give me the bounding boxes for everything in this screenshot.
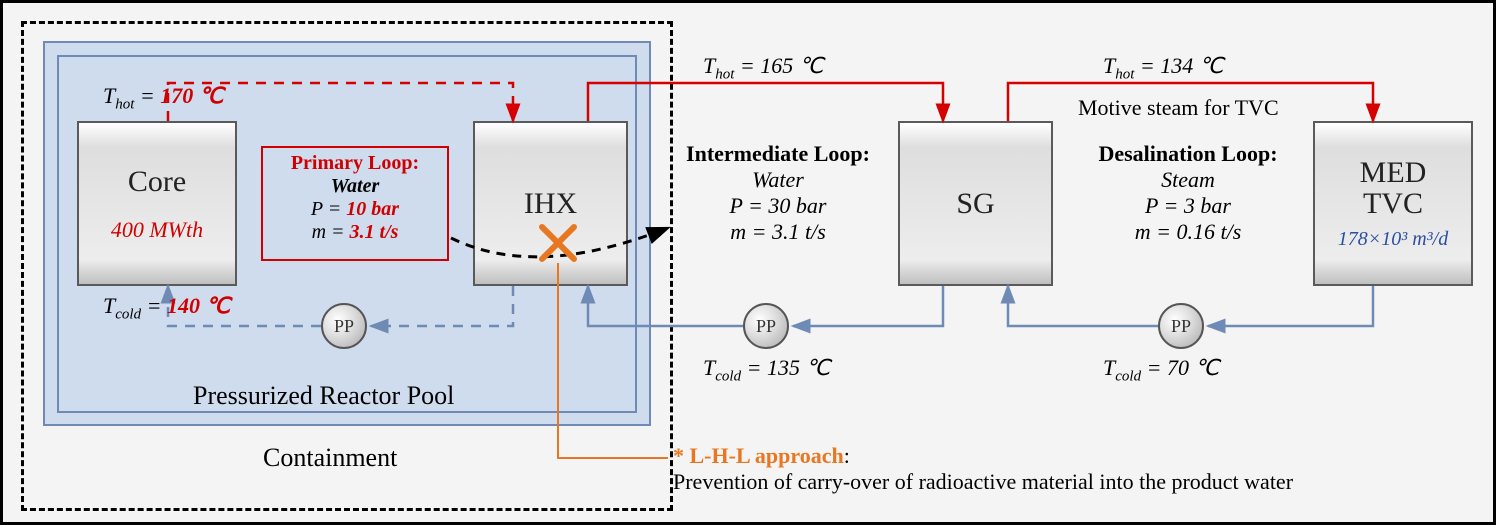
desalination-loop-fluid: Steam xyxy=(1073,167,1303,193)
med-capacity-label: 178×10³ m³/d xyxy=(1338,228,1449,251)
ihx-label: IHX xyxy=(524,187,577,221)
temp-intermediate-cold: Tcold = 135 ℃ xyxy=(703,355,830,385)
med-tvc-label: MED TVC xyxy=(1360,157,1427,220)
temp-intermediate-hot: Thot = 165 ℃ xyxy=(703,53,824,83)
primary-loop-massflow: 3.1 t/s xyxy=(350,221,399,243)
containment-label: Containment xyxy=(263,443,397,473)
pump-desalination: PP xyxy=(1158,303,1204,349)
primary-loop-fluid: Water xyxy=(263,175,447,198)
core-power-label: 400 MWth xyxy=(111,217,203,243)
intermediate-loop-info: Intermediate Loop: Water P = 30 bar m = … xyxy=(663,141,893,245)
diagram-canvas: Core 400 MWth IHX SG MED TVC 178×10³ m³/… xyxy=(0,0,1496,525)
primary-loop-title: Primary Loop xyxy=(291,152,413,174)
pump-label: PP xyxy=(1171,316,1191,337)
lhl-title: * L-H-L approach xyxy=(673,443,844,468)
med-tvc-block: MED TVC 178×10³ m³/d xyxy=(1313,121,1473,286)
ihx-block: IHX xyxy=(473,121,628,286)
temp-core-cold: Tcold = 140 ℃ xyxy=(103,293,230,323)
intermediate-loop-pressure: 30 bar xyxy=(768,193,826,218)
intermediate-loop-massflow: 3.1 t/s xyxy=(772,219,826,244)
sg-block: SG xyxy=(898,121,1053,286)
sg-label: SG xyxy=(956,187,994,221)
desalination-loop-info: Desalination Loop: Steam P = 3 bar m = 0… xyxy=(1073,141,1303,245)
temp-core-hot: Thot = 170 ℃ xyxy=(103,83,224,113)
pump-intermediate: PP xyxy=(743,303,789,349)
intermediate-loop-title: Intermediate Loop: xyxy=(663,141,893,167)
desalination-loop-pressure: 3 bar xyxy=(1184,193,1231,218)
desalination-loop-massflow: 0.16 t/s xyxy=(1176,219,1241,244)
primary-loop-pressure: 10 bar xyxy=(346,198,399,220)
lhl-note: * L-H-L approach: Prevention of carry-ov… xyxy=(673,443,1293,495)
core-block: Core 400 MWth xyxy=(77,121,237,286)
pump-primary: PP xyxy=(321,303,367,349)
temp-desal-cold: Tcold = 70 ℃ xyxy=(1103,355,1219,385)
primary-loop-box: Primary Loop: Water P = 10 bar m = 3.1 t… xyxy=(261,146,449,261)
pump-label: PP xyxy=(756,316,776,337)
intermediate-loop-fluid: Water xyxy=(663,167,893,193)
desalination-loop-title: Desalination Loop: xyxy=(1073,141,1303,167)
lhl-desc: Prevention of carry-over of radioactive … xyxy=(673,469,1293,494)
reactor-pool-label: Pressurized Reactor Pool xyxy=(193,381,454,411)
temp-desal-hot: Thot = 134 ℃ xyxy=(1103,53,1224,83)
pump-label: PP xyxy=(334,316,354,337)
core-label: Core xyxy=(128,165,186,199)
motive-steam-label: Motive steam for TVC xyxy=(1078,95,1279,121)
